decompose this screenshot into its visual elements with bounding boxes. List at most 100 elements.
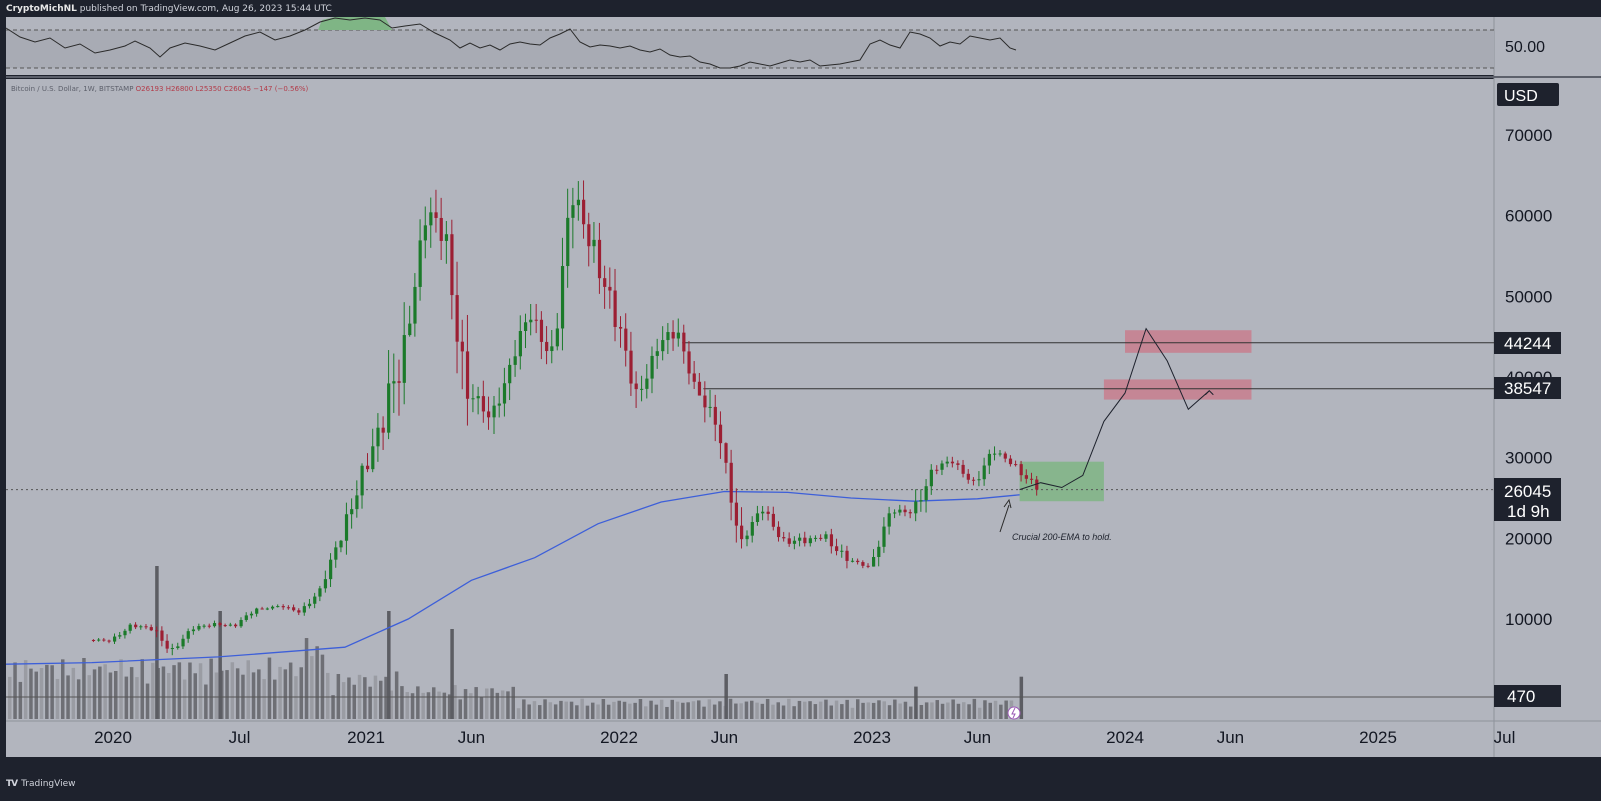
- candle-body: [750, 521, 754, 536]
- volume-bar: [18, 681, 23, 719]
- volume-bar: [442, 692, 447, 719]
- candle-body: [471, 398, 475, 400]
- volume-bar: [394, 671, 399, 719]
- volume-bar: [972, 698, 977, 719]
- volume-bar: [532, 701, 537, 719]
- candle-body: [1024, 475, 1028, 479]
- candle-body: [134, 624, 138, 628]
- candle-body: [708, 406, 712, 408]
- candle-body: [877, 546, 881, 557]
- volume-bar: [787, 698, 791, 719]
- candle-body: [882, 526, 886, 547]
- price-axis-pane[interactable]: [1494, 17, 1601, 721]
- ohlc-close: C26045: [223, 85, 252, 93]
- candle-body: [102, 639, 106, 641]
- candle-body: [418, 240, 422, 287]
- volume-bar: [167, 673, 171, 719]
- candle-body: [808, 538, 812, 544]
- time-tick-label: 2024: [1106, 728, 1144, 747]
- time-tick-label: Jun: [1217, 728, 1244, 747]
- candle-body: [518, 330, 522, 357]
- volume-bar: [114, 670, 118, 719]
- candle-body: [676, 332, 680, 339]
- candle-body: [118, 635, 122, 637]
- currency-box[interactable]: [1497, 83, 1559, 106]
- volume-bar: [251, 672, 256, 719]
- candle-body: [718, 424, 723, 444]
- volume-bar: [909, 706, 913, 719]
- badge-last-bg: [1494, 478, 1561, 521]
- volume-bar: [760, 703, 765, 719]
- candle-body: [819, 537, 823, 539]
- symbol-name[interactable]: Bitcoin / U.S. Dollar, 1W, BITSTAMP: [11, 85, 134, 93]
- candle-body: [697, 381, 702, 396]
- volume-bar: [204, 684, 208, 719]
- volume-bar: [564, 701, 568, 719]
- volume-bar: [225, 670, 229, 719]
- candle-body: [334, 547, 338, 560]
- candle-body: [935, 469, 939, 471]
- volume-bar: [718, 701, 722, 719]
- volume-bar: [649, 700, 653, 719]
- volume-bar: [527, 704, 531, 719]
- candle-body: [713, 406, 717, 425]
- volume-bar: [755, 702, 759, 719]
- candle-body: [940, 463, 944, 470]
- author-name[interactable]: CryptoMichNL: [6, 4, 77, 14]
- candle-body: [608, 286, 612, 291]
- volume-bar: [29, 668, 33, 719]
- volume-bar: [368, 686, 372, 719]
- candle-body: [745, 535, 749, 540]
- candle-body: [144, 626, 148, 628]
- volume-bar: [670, 699, 674, 719]
- volume-bar: [283, 669, 288, 719]
- candle-body: [170, 648, 174, 650]
- time-axis-pane[interactable]: [6, 721, 1601, 757]
- volume-bar: [495, 692, 500, 719]
- candle-body: [176, 646, 180, 649]
- candle-body: [255, 608, 259, 614]
- tradingview-logo-icon[interactable]: TV: [6, 779, 18, 789]
- volume-bar: [628, 703, 632, 719]
- volume-bar: [956, 703, 961, 719]
- candle-body: [582, 199, 586, 225]
- candle-body: [776, 526, 781, 538]
- volume-bar: [50, 665, 54, 719]
- volume-bar: [903, 701, 908, 719]
- volume-bar: [45, 664, 49, 719]
- candle-body: [423, 225, 427, 241]
- candle-body: [318, 588, 322, 597]
- candle-body: [239, 619, 243, 627]
- projection-path: [1019, 327, 1210, 491]
- price-tick-label: 50000: [1505, 287, 1552, 306]
- volume-bar: [999, 704, 1003, 719]
- volume-bar: [474, 687, 478, 719]
- volume-bar: [218, 611, 222, 719]
- candle-body: [207, 625, 211, 627]
- candle-body: [402, 335, 406, 383]
- candle-body: [771, 513, 775, 527]
- candle-body: [550, 346, 554, 352]
- candle-body: [502, 383, 507, 404]
- currency-label: USD: [1504, 88, 1538, 105]
- candle-body: [381, 427, 385, 433]
- volume-bar: [209, 658, 213, 719]
- volume-bar: [824, 699, 828, 719]
- time-tick-label: Jun: [458, 728, 485, 747]
- volume-bar: [585, 705, 590, 719]
- candle-body: [650, 355, 654, 379]
- support-zone: [1019, 461, 1104, 502]
- candle-body: [645, 378, 649, 389]
- footer-brand[interactable]: TradingView: [21, 779, 76, 789]
- time-tick-label: Jul: [1494, 728, 1516, 747]
- volume-bar: [834, 700, 839, 719]
- badge-upper: 44244: [1504, 334, 1551, 353]
- volume-bar: [993, 700, 998, 719]
- candle-body: [371, 446, 375, 470]
- volume-bar: [591, 702, 595, 719]
- candle-body: [513, 356, 517, 365]
- candle-body: [534, 319, 538, 321]
- lightning-icon[interactable]: [1007, 706, 1021, 720]
